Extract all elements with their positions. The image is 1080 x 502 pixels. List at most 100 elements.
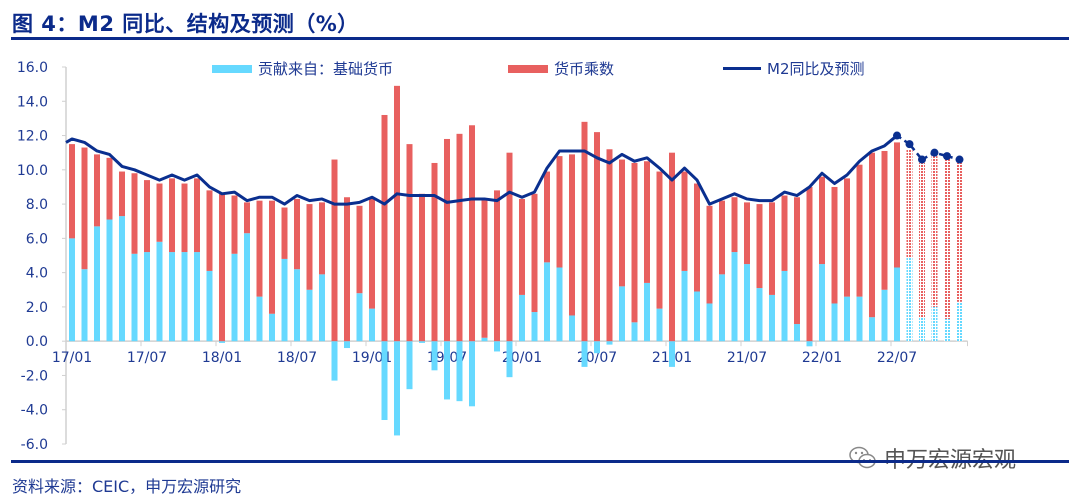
bar-money-multiplier — [606, 149, 613, 342]
bar-base-money — [81, 269, 88, 342]
bar-base-money — [694, 291, 700, 342]
bar-money-multiplier — [931, 156, 938, 307]
bar-money-multiplier — [481, 198, 488, 338]
bar-base-money — [844, 296, 850, 342]
bar-money-multiplier — [794, 197, 800, 325]
bar-money-multiplier — [856, 164, 863, 297]
bar-base-money — [256, 296, 263, 342]
bar-money-multiplier — [769, 202, 775, 295]
x-tick-label: 22/01 — [802, 350, 842, 366]
bar-money-multiplier — [531, 193, 538, 313]
bar-money-multiplier — [94, 154, 100, 227]
legend-item-base: 贡献来自：基础货币 — [212, 58, 393, 79]
bar-base-money — [556, 267, 563, 342]
bar-money-multiplier — [594, 132, 600, 342]
bar-base-money — [431, 341, 438, 371]
bar-money-multiplier — [331, 159, 338, 342]
bar-money-multiplier — [919, 162, 925, 318]
forecast-point — [905, 140, 914, 149]
bar-money-multiplier — [369, 198, 375, 309]
bar-base-money — [619, 286, 625, 342]
bar-base-money — [819, 264, 825, 342]
legend-label-line: M2同比及预测 — [767, 60, 865, 78]
legend-swatch-base — [212, 64, 252, 73]
bar-base-money — [656, 308, 663, 342]
bar-money-multiplier — [644, 161, 650, 283]
bar-base-money — [494, 341, 500, 352]
bar-base-money — [756, 288, 763, 342]
bar-money-multiplier — [269, 200, 275, 314]
bar-base-money — [631, 322, 638, 342]
bar-money-multiplier — [381, 114, 388, 342]
bar-money-multiplier — [681, 171, 688, 271]
legend-item-multiplier: 货币乘数 — [508, 58, 614, 79]
bar-base-money — [869, 317, 875, 342]
bar-money-multiplier — [494, 190, 500, 342]
bar-base-money — [319, 274, 325, 342]
y-tick-label: 10.0 — [17, 163, 48, 179]
bar-base-money — [231, 253, 238, 342]
bar-base-money — [269, 313, 275, 342]
x-tick-label: 18/07 — [277, 350, 317, 366]
bar-money-multiplier — [906, 149, 913, 258]
bar-money-multiplier — [419, 193, 425, 342]
bar-base-money — [419, 341, 425, 343]
bar-money-multiplier — [819, 176, 825, 265]
bar-money-multiplier — [556, 156, 563, 268]
bar-base-money — [731, 252, 738, 342]
forecast-point — [943, 152, 951, 161]
bar-base-money — [581, 341, 588, 367]
y-tick-label: 14.0 — [17, 94, 48, 110]
wechat-icon — [849, 446, 876, 469]
bar-base-money — [931, 306, 938, 342]
bar-money-multiplier — [731, 197, 738, 253]
bar-money-multiplier — [156, 183, 163, 242]
bar-base-money — [331, 341, 338, 381]
bar-base-money — [69, 238, 75, 342]
bar-money-multiplier — [119, 171, 125, 217]
bar-base-money — [956, 301, 963, 342]
bar-base-money — [481, 337, 488, 342]
bar-money-multiplier — [206, 190, 213, 271]
bar-base-money — [456, 341, 463, 402]
forecast-point — [893, 131, 901, 140]
bar-money-multiplier — [956, 162, 963, 302]
bar-base-money — [344, 341, 350, 349]
bar-base-money — [856, 296, 863, 342]
bar-base-money — [244, 233, 250, 342]
bar-money-multiplier — [406, 144, 413, 342]
x-tick-label: 18/01 — [202, 350, 242, 366]
legend-item-line: M2同比及预测 — [723, 58, 865, 79]
bar-base-money — [781, 270, 788, 342]
bar-money-multiplier — [631, 162, 638, 323]
bar-money-multiplier — [169, 178, 175, 253]
legend-label-base: 贡献来自：基础货币 — [258, 60, 394, 78]
bar-base-money — [144, 252, 150, 342]
y-tick-label: 0.0 — [26, 334, 48, 350]
m2-yoy-line — [65, 134, 898, 206]
bar-base-money — [106, 219, 113, 342]
bar-base-money — [919, 317, 925, 342]
bar-base-money — [881, 289, 888, 342]
bar-base-money — [531, 312, 538, 342]
bar-money-multiplier — [131, 173, 138, 254]
bar-money-multiplier — [869, 152, 875, 318]
y-tick-label: 8.0 — [26, 197, 48, 213]
title-divider — [11, 37, 1069, 40]
bar-money-multiplier — [281, 207, 288, 259]
bar-base-money — [156, 241, 163, 342]
footer-divider — [11, 460, 1069, 463]
bar-money-multiplier — [181, 183, 188, 253]
y-tick-label: 12.0 — [17, 129, 48, 145]
bar-base-money — [519, 294, 525, 342]
bar-base-money — [131, 253, 138, 342]
bar-base-money — [769, 294, 775, 342]
legend-swatch-line — [723, 67, 761, 70]
bar-money-multiplier — [219, 193, 225, 342]
bar-money-multiplier — [394, 85, 400, 342]
bar-money-multiplier — [756, 204, 763, 289]
bar-base-money — [356, 293, 363, 342]
bar-money-multiplier — [881, 150, 888, 290]
bar-base-money — [281, 258, 288, 342]
y-tick-label: -6.0 — [21, 437, 48, 453]
